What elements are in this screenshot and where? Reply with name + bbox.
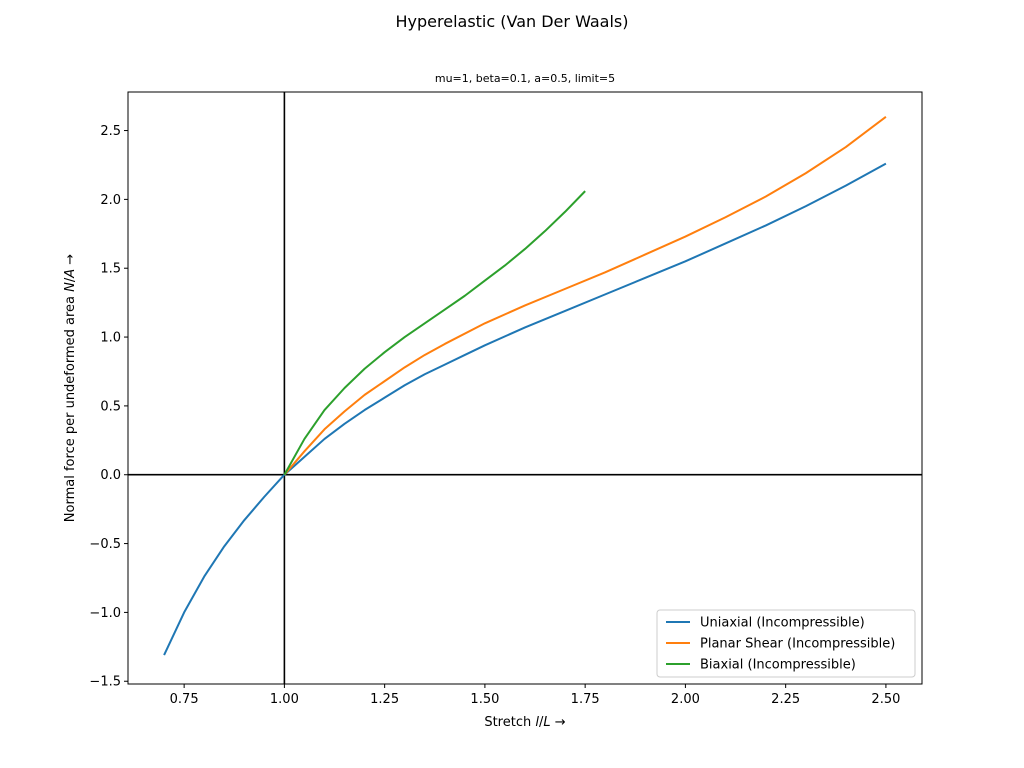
y-tick-label: 1.5 xyxy=(100,262,121,277)
chart-subtitle: mu=1, beta=0.1, a=0.5, limit=5 xyxy=(434,72,616,85)
x-tick-label: 2.25 xyxy=(771,692,800,707)
series-lines xyxy=(163,115,887,656)
y-axis-ticks: −1.5 −1.0 −0.5 0.0 0.5 1.0 1.5 2.0 2.5 xyxy=(89,124,128,690)
legend-entry: Planar Shear (Incompressible) xyxy=(700,637,895,652)
y-tick-label: −0.5 xyxy=(89,537,121,552)
x-tick-label: 1.00 xyxy=(270,692,299,707)
legend-entry: Biaxial (Incompressible) xyxy=(700,658,856,673)
series-line-1 xyxy=(163,162,887,656)
plot-frame xyxy=(127,91,923,685)
x-tick-label: 1.75 xyxy=(571,692,600,707)
axis-labels: Stretch l/L → Normal force per undeforme… xyxy=(63,254,566,730)
y-tick-label: −1.0 xyxy=(89,606,121,621)
x-axis-ticks: 0.75 1.00 1.25 1.50 1.75 2.00 2.25 2.50 xyxy=(170,684,900,707)
x-tick-label: 1.25 xyxy=(370,692,399,707)
legend-entry: Uniaxial (Incompressible) xyxy=(700,616,865,631)
axes-frame xyxy=(127,91,923,685)
y-tick-label: −1.5 xyxy=(89,675,121,690)
y-tick-label: 2.0 xyxy=(100,193,121,208)
x-tick-label: 2.00 xyxy=(671,692,700,707)
x-tick-label: 1.50 xyxy=(470,692,499,707)
reference-lines xyxy=(128,92,922,684)
y-tick-label: 0.0 xyxy=(100,468,121,483)
x-tick-label: 2.50 xyxy=(871,692,900,707)
x-axis-label: Stretch l/L → xyxy=(484,715,565,730)
x-tick-label: 0.75 xyxy=(170,692,199,707)
y-tick-label: 1.0 xyxy=(100,331,121,346)
legend: Uniaxial (Incompressible) Planar Shear (I… xyxy=(656,609,916,678)
legend-box xyxy=(656,609,916,678)
y-tick-label: 2.5 xyxy=(100,124,121,139)
y-tick-label: 0.5 xyxy=(100,399,121,414)
chart-suptitle: Hyperelastic (Van Der Waals) xyxy=(395,12,629,31)
series-line-2 xyxy=(283,115,887,476)
y-axis-label: Normal force per undeformed area N/A → xyxy=(63,254,78,522)
series-line-3 xyxy=(283,190,586,476)
